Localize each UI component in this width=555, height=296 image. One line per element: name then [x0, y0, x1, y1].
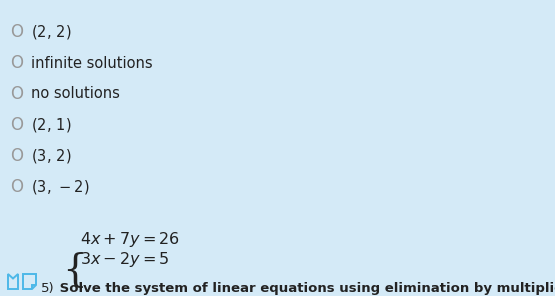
Text: O: O — [11, 147, 23, 165]
Text: $(2,\,1)$: $(2,\,1)$ — [31, 116, 72, 134]
Text: 5): 5) — [41, 282, 54, 295]
Text: $4x + 7y = 26$: $4x + 7y = 26$ — [80, 230, 180, 249]
Text: $(2,\,2)$: $(2,\,2)$ — [31, 23, 72, 41]
Text: O: O — [11, 23, 23, 41]
Text: O: O — [11, 178, 23, 196]
Text: $(3,\,2)$: $(3,\,2)$ — [31, 147, 72, 165]
Text: Solve the system of linear equations using elimination by multiplication.: Solve the system of linear equations usi… — [55, 282, 555, 295]
Text: infinite solutions: infinite solutions — [31, 56, 153, 70]
Text: {: { — [62, 252, 87, 289]
Text: O: O — [11, 116, 23, 134]
Text: no solutions: no solutions — [31, 86, 120, 102]
Text: O: O — [11, 54, 23, 72]
Text: O: O — [11, 85, 23, 103]
Text: $(3,\,-2)$: $(3,\,-2)$ — [31, 178, 89, 196]
Text: $3x - 2y = 5$: $3x - 2y = 5$ — [80, 250, 169, 269]
